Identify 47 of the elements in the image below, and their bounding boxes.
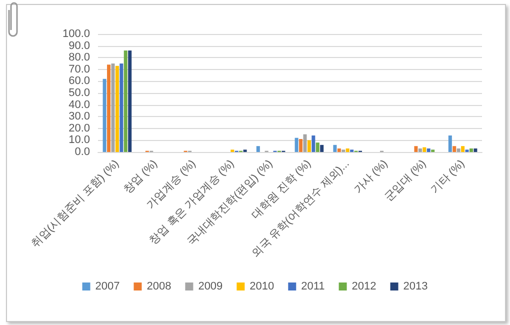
bar	[303, 134, 307, 152]
legend-label: 2011	[301, 280, 325, 292]
bar	[120, 64, 124, 152]
y-tick-label: 10.0	[68, 134, 90, 146]
bar	[426, 148, 430, 152]
y-tick-label: 80.0	[68, 52, 90, 64]
bar	[469, 148, 473, 152]
x-tick-label: 기타 (%)	[428, 158, 468, 196]
bar	[456, 148, 460, 152]
legend-label: 2013	[403, 280, 428, 292]
bar	[418, 148, 422, 152]
bar	[124, 50, 128, 152]
legend-label: 2009	[198, 280, 223, 292]
bar	[312, 135, 316, 152]
bar	[115, 66, 119, 152]
y-tick-label: 50.0	[68, 87, 90, 99]
bar	[448, 135, 452, 152]
bar	[299, 139, 303, 152]
bar	[111, 64, 115, 152]
legend-label: 2007	[95, 280, 120, 292]
bar	[333, 144, 337, 152]
legend-label: 2008	[146, 280, 172, 292]
bar	[307, 140, 311, 152]
y-tick-label: 90.0	[68, 40, 90, 52]
bar	[422, 147, 426, 152]
bar	[256, 146, 260, 152]
legend-label: 2010	[250, 280, 274, 292]
y-tick-label: 30.0	[68, 110, 90, 123]
legend-label: 2012	[352, 280, 376, 292]
bar	[128, 50, 132, 152]
bar	[316, 142, 320, 152]
y-tick-label: 40.0	[68, 98, 90, 111]
y-tick-label: 20.0	[68, 122, 90, 134]
y-tick-label: 70.0	[68, 63, 90, 76]
y-tick-label: 60.0	[68, 75, 90, 88]
bar	[346, 148, 350, 152]
y-tick-label: 100.0	[62, 28, 90, 40]
y-tick-label: 0.0	[74, 146, 90, 158]
bar	[474, 148, 478, 152]
bar	[107, 64, 111, 152]
bar	[452, 146, 456, 152]
bar	[294, 138, 298, 152]
bar	[461, 146, 465, 152]
bar	[320, 144, 324, 152]
bar	[414, 146, 418, 152]
bar	[337, 148, 341, 152]
bar	[102, 78, 106, 152]
